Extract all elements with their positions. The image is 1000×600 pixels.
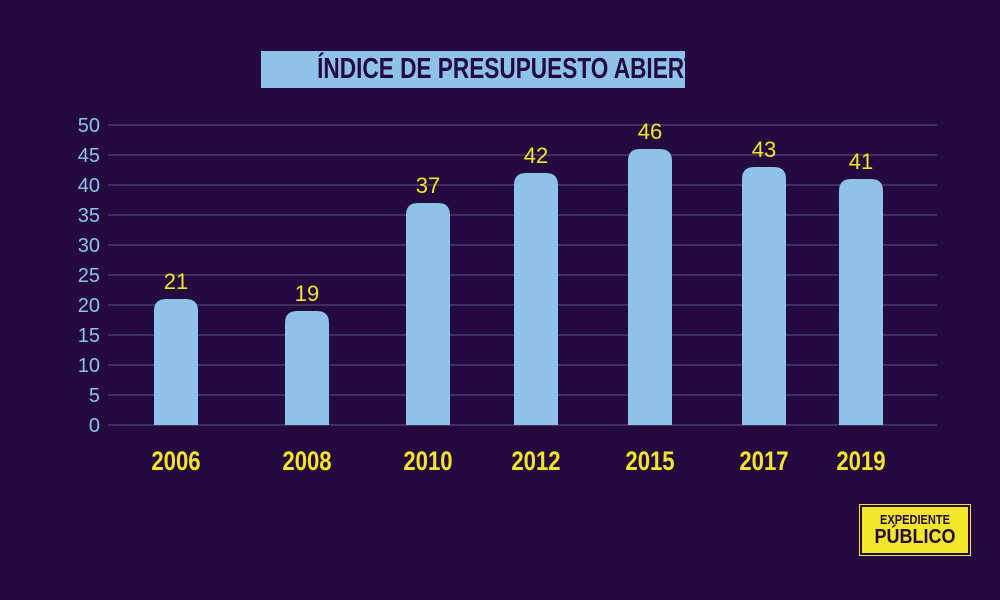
x-tick-label: 2017 (739, 447, 788, 477)
data-label: 46 (638, 119, 662, 144)
y-tick-label: 45 (78, 145, 100, 167)
bar (628, 149, 672, 425)
bar (406, 203, 450, 425)
x-tick-label: 2006 (151, 447, 200, 477)
y-tick-label: 35 (78, 205, 100, 227)
data-label: 43 (752, 137, 776, 162)
logo-line2: PÚBLICO (874, 526, 956, 548)
data-label: 41 (849, 149, 873, 174)
bar (742, 167, 786, 425)
y-tick-label: 5 (89, 385, 100, 407)
chart-title: ÍNDICE DE PRESUPUESTO ABIERTO (261, 51, 715, 88)
y-tick-label: 10 (78, 355, 100, 377)
data-label: 19 (295, 281, 319, 306)
bar (839, 179, 883, 425)
data-label: 37 (416, 173, 440, 198)
x-tick-label: 2012 (511, 447, 560, 477)
bar (154, 299, 198, 425)
y-tick-label: 0 (89, 415, 100, 437)
bar (285, 311, 329, 425)
x-tick-label: 2010 (403, 447, 452, 477)
logo-line1: EXPEDIENTE (879, 512, 950, 527)
bar (514, 173, 558, 425)
x-tick-label: 2015 (625, 447, 674, 477)
data-label: 42 (524, 143, 548, 168)
y-tick-label: 40 (78, 175, 100, 197)
y-tick-label: 50 (78, 115, 100, 137)
data-label: 21 (164, 269, 188, 294)
x-tick-label: 2019 (836, 447, 885, 477)
y-tick-label: 20 (78, 295, 100, 317)
y-tick-label: 25 (78, 265, 100, 287)
y-tick-label: 30 (78, 235, 100, 257)
expediente-publico-logo: EXPEDIENTE PÚBLICO (859, 504, 971, 556)
chart-title-text: ÍNDICE DE PRESUPUESTO ABIERTO (317, 53, 716, 85)
y-tick-label: 15 (78, 325, 100, 347)
x-tick-label: 2008 (282, 447, 331, 477)
